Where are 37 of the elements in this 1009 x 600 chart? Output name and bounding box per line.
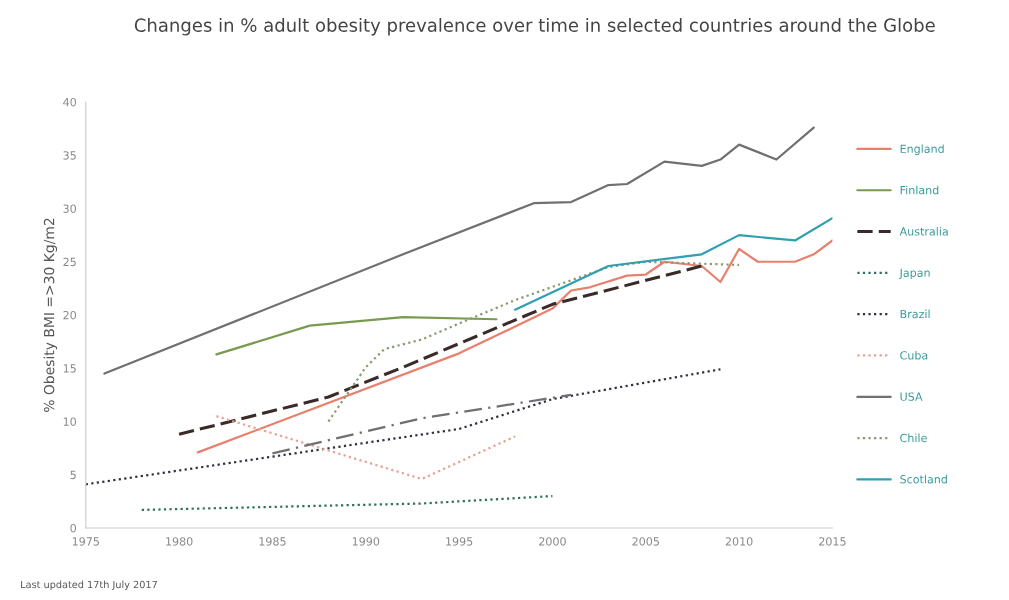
chart-title: Changes in % adult obesity prevalence over time in selected countries around the Globe <box>134 18 935 36</box>
x-tick-label: 2000 <box>539 537 566 546</box>
line-series <box>196 239 833 454</box>
line-series <box>513 216 833 311</box>
legend-label: Australia <box>899 227 948 236</box>
text: Last updated 17th July 2017 <box>21 580 157 591</box>
legend-label: England <box>900 144 944 156</box>
y-tick-label: 10 <box>63 417 76 426</box>
y-tick-label: 20 <box>63 310 76 320</box>
y-tick-label: 35 <box>63 151 76 160</box>
y-tick-label: 15 <box>63 364 76 373</box>
x-tick-label: 2010 <box>725 537 753 546</box>
x-tick-label: 1995 <box>446 537 473 546</box>
legend-label: Brazil <box>900 309 930 319</box>
line-series <box>215 316 498 356</box>
x-tick-label: 2015 <box>819 537 846 546</box>
line-series <box>85 368 722 486</box>
x-tick-label: 1990 <box>352 537 380 546</box>
x-tick-label: 1975 <box>72 537 99 546</box>
line-series <box>177 264 704 436</box>
legend-label: Chile <box>900 433 927 443</box>
y-tick-label: 0 <box>70 523 76 533</box>
y-tick-label: 30 <box>63 204 76 213</box>
x-tick-label: 1980 <box>166 537 193 546</box>
y-tick-label: 25 <box>63 257 76 267</box>
y-tick-label: 40 <box>63 97 76 107</box>
legend-label: Scotland <box>900 474 947 484</box>
x-tick-label: 1985 <box>259 537 286 546</box>
legend-label: Finland <box>900 185 939 195</box>
legend-label: USA <box>900 392 923 401</box>
legend-label: Japan <box>899 268 930 280</box>
line-series <box>327 260 741 423</box>
y-tick-label: 5 <box>70 470 76 480</box>
x-tick-label: 2005 <box>632 537 659 546</box>
legend-label: Cuba <box>900 350 928 360</box>
line-series <box>103 126 815 375</box>
y-axis-title: % Obesity BMI =>30 Kg/m2 <box>43 218 58 412</box>
